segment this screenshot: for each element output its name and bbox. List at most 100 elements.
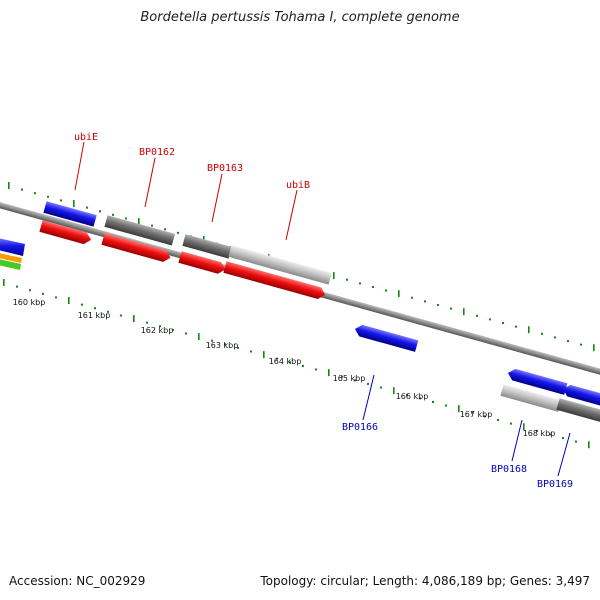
outer-tick-mark: [450, 307, 452, 310]
outer-tick-mark: [47, 195, 49, 198]
gene-labels: ubiE BP0162 BP0163 ubiB BP0166 BP0168 BP…: [74, 132, 573, 490]
gene-bp0169-gray[interactable]: [556, 398, 600, 424]
kbp-label-161: 161 kbp: [78, 311, 111, 320]
inner-tick-mark: [341, 375, 343, 378]
gene-label-ubib[interactable]: ubiB: [286, 180, 310, 191]
topology-text: Topology: circular; Length: 4,086,189 bp…: [260, 574, 590, 588]
connector-bp0163: [211, 173, 223, 223]
gene-bp0168-gray[interactable]: [500, 384, 562, 412]
inner-tick-mark: [120, 314, 122, 317]
inner-tick-mark: [250, 350, 252, 353]
gene-label-bp0162[interactable]: BP0162: [139, 147, 175, 158]
outer-tick-mark: [476, 314, 478, 317]
outer-tick-mark: [424, 300, 426, 303]
outer-tick-mark: [528, 326, 530, 334]
inner-tick-mark: [380, 386, 382, 389]
edge-features: [0, 238, 25, 270]
gene-label-bp0169[interactable]: BP0169: [537, 479, 573, 490]
connector-bp0169: [557, 432, 571, 477]
kbp-label-168: 168 kbp: [523, 429, 556, 438]
outer-tick-mark: [112, 213, 114, 216]
connector-bp0166: [362, 374, 375, 421]
outer-tick-mark: [34, 192, 36, 195]
outer-tick-mark: [398, 290, 400, 298]
outer-tick-mark: [60, 199, 62, 202]
inner-tick-mark: [185, 332, 187, 335]
inner-tick-mark: [471, 411, 473, 414]
gene-bp0162-gray[interactable]: [104, 215, 176, 246]
gene-bp0169[interactable]: [561, 383, 600, 409]
kbp-label-163: 163 kbp: [206, 341, 239, 350]
cds-bp0162[interactable]: [101, 233, 172, 263]
inner-tick-mark: [575, 440, 577, 443]
gene-bp0163-gray[interactable]: [182, 234, 232, 259]
inner-tick-mark: [237, 346, 239, 349]
outer-tick-mark: [437, 303, 439, 306]
cds-ubie[interactable]: [39, 220, 92, 245]
inner-tick-mark: [328, 369, 330, 377]
outer-tick-mark: [8, 182, 10, 189]
gene-label-bp0163[interactable]: BP0163: [207, 163, 243, 174]
inner-tick-mark: [94, 307, 96, 310]
inner-tick-mark: [276, 357, 278, 360]
inner-tick-mark: [484, 415, 486, 418]
cds-ubib[interactable]: [223, 261, 326, 300]
inner-tick-mark: [523, 423, 525, 431]
outer-tick-mark: [463, 308, 465, 316]
outer-tick-mark: [541, 332, 543, 335]
outer-tick-mark: [385, 289, 387, 292]
inner-tick-mark: [68, 297, 70, 305]
connector-bp0162: [144, 157, 156, 208]
inner-tick-mark: [3, 279, 5, 286]
kbp-label-160: 160 kbp: [13, 298, 46, 307]
inner-tick-mark: [42, 292, 44, 295]
inner-tick-mark: [367, 382, 369, 385]
connector-ubib: [285, 189, 298, 241]
inner-tick-mark: [393, 387, 395, 395]
inner-tick-mark: [224, 343, 226, 346]
gene-bp0168[interactable]: [506, 367, 568, 395]
outer-tick-mark: [411, 296, 413, 299]
inner-tick-mark: [458, 405, 460, 413]
green-feature-edge: [0, 259, 21, 270]
connector-ubie: [74, 141, 85, 191]
outer-tick-mark: [333, 272, 335, 280]
outer-tick-mark: [580, 343, 582, 346]
orange-feature-edge: [0, 253, 22, 263]
outer-tick-mark: [359, 282, 361, 285]
inner-tick-mark: [16, 285, 18, 288]
cds-bp0163[interactable]: [178, 251, 226, 275]
outer-tick-mark: [138, 218, 140, 226]
outer-tick-mark: [346, 278, 348, 281]
inner-tick-mark: [588, 441, 590, 449]
outer-tick-mark: [515, 325, 517, 328]
gene-ubie[interactable]: [43, 201, 97, 227]
outer-tick-mark: [372, 285, 374, 288]
kbp-label-166: 166 kbp: [396, 392, 429, 401]
outer-tick-mark: [151, 224, 153, 227]
outer-tick-mark: [489, 318, 491, 321]
gene-label-bp0168[interactable]: BP0168: [491, 464, 527, 475]
inner-tick-mark: [211, 339, 213, 342]
inner-tick-mark: [29, 289, 31, 292]
gene-label-bp0166[interactable]: BP0166: [342, 422, 378, 433]
kbp-label-165: 165 kbp: [333, 374, 366, 383]
label-connectors: [74, 141, 571, 477]
gene-bp0166[interactable]: [353, 323, 419, 352]
outer-tick-mark: [125, 217, 127, 220]
inner-tick-mark: [549, 433, 551, 436]
inner-tick-mark: [510, 422, 512, 425]
inner-tick-mark: [263, 351, 265, 359]
inner-tick-mark: [562, 437, 564, 440]
kbp-label-162: 162 kbp: [141, 326, 174, 335]
inner-tick-mark: [198, 333, 200, 341]
inner-tick-mark: [55, 296, 57, 299]
gene-ubib-gray[interactable]: [228, 245, 332, 285]
outer-tick-mark: [593, 344, 595, 352]
inner-tick-mark: [146, 321, 148, 324]
outer-tick-mark: [502, 321, 504, 324]
gene-label-ubie[interactable]: ubiE: [74, 132, 98, 143]
inner-tick-mark: [432, 400, 434, 403]
inner-tick-mark: [81, 303, 83, 306]
